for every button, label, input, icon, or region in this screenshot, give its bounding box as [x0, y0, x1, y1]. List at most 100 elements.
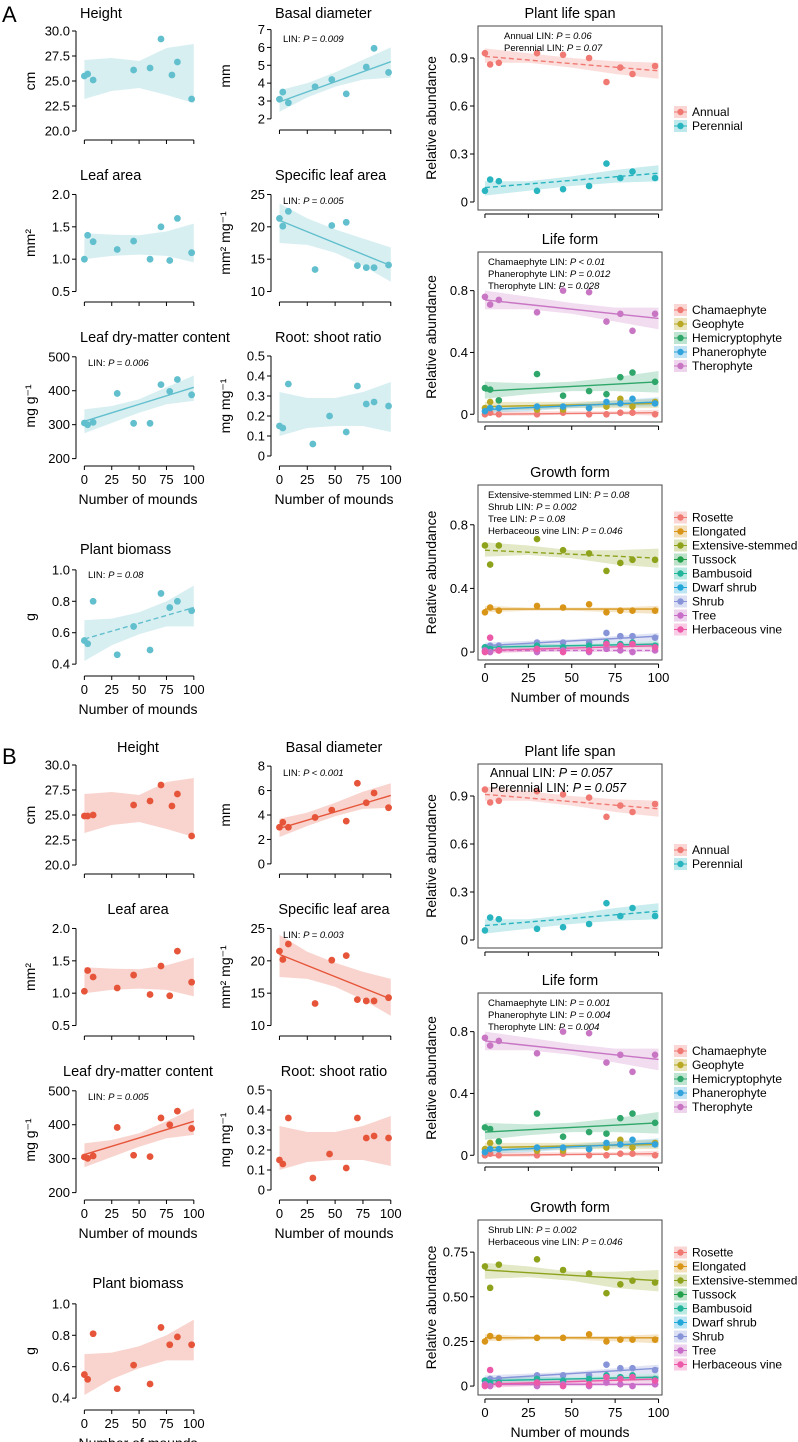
y-axis-label: mm² mg⁻¹	[217, 211, 233, 275]
x-tick-label: 100	[380, 472, 402, 487]
data-point	[84, 1375, 92, 1383]
y-tick-label: 400	[48, 383, 70, 398]
legend-label: Dwarf shrub	[692, 1316, 757, 1330]
fit-line	[484, 549, 659, 559]
confidence-band	[484, 903, 659, 934]
data-point	[603, 645, 610, 653]
chart-title: Root: shoot ratio	[275, 330, 381, 346]
stat-annotation: LIN: P = 0.005	[283, 196, 344, 207]
confidence-band	[84, 1319, 194, 1395]
stat-annotation: Phanerophyte LIN: P = 0.012	[488, 269, 611, 280]
data-point	[559, 185, 567, 193]
data-point	[173, 376, 181, 383]
data-point	[651, 410, 659, 418]
y-axis-label: g	[22, 613, 38, 621]
data-point	[146, 255, 154, 263]
data-point	[603, 403, 610, 410]
data-point	[157, 35, 165, 43]
legend-label: Annual	[692, 105, 729, 119]
annotation-label: Chamaephyte LIN:	[488, 257, 570, 268]
chart-B-sla: 10 15 20 25 mm² mg⁻¹ Specific leaf area LIN: P…	[217, 902, 392, 1040]
data-point	[89, 811, 97, 819]
data-point	[370, 1132, 378, 1140]
data-point	[188, 607, 196, 615]
data-point	[486, 1125, 494, 1133]
data-point	[617, 642, 624, 649]
data-point	[486, 1382, 494, 1390]
data-point	[486, 1145, 494, 1153]
y-tick-label: 20	[251, 953, 265, 968]
chart-title: Height	[117, 740, 159, 756]
data-point	[276, 823, 283, 831]
data-point	[559, 791, 567, 798]
y-tick-label: 6	[258, 40, 265, 55]
x-tick-label: 50	[565, 1405, 579, 1420]
data-point	[629, 556, 636, 564]
data-point	[617, 802, 624, 809]
data-point	[495, 1037, 503, 1045]
plot-frame	[477, 484, 663, 661]
data-point	[370, 44, 378, 52]
y-axis-label: mg g⁻¹	[22, 1118, 38, 1162]
y-tick-label: 0	[461, 933, 468, 948]
legend-point	[677, 1263, 684, 1270]
data-point	[173, 58, 181, 66]
data-point	[617, 559, 624, 567]
legend-point	[677, 1047, 684, 1055]
data-point	[651, 1051, 659, 1059]
data-point	[603, 1130, 610, 1137]
data-point	[603, 567, 610, 575]
chart-title: Basal diameter	[275, 6, 372, 22]
data-point	[284, 1114, 292, 1122]
data-point	[311, 1000, 319, 1007]
y-axis-label: mg g⁻¹	[22, 384, 38, 428]
data-point	[146, 991, 154, 998]
legend-point	[677, 542, 684, 549]
data-point	[533, 49, 541, 57]
data-point	[188, 391, 196, 399]
y-tick-label: 0.4	[247, 369, 265, 384]
annotation-stat: P = 0.001	[570, 998, 611, 1009]
data-point	[157, 1324, 165, 1331]
data-point	[559, 546, 567, 554]
data-point	[481, 1263, 489, 1270]
annotation-label: Tree LIN:	[488, 514, 530, 525]
annotation-label: Phanerophyte LIN:	[488, 269, 570, 280]
data-point	[533, 1049, 541, 1057]
x-tick-label: 25	[521, 670, 535, 685]
data-point	[651, 400, 659, 407]
y-tick-label: 2.0	[52, 187, 70, 202]
y-axis-label: mm	[217, 803, 233, 826]
stat-annotation: Tree LIN: P = 0.08	[488, 514, 566, 525]
data-point	[585, 1375, 593, 1383]
data-point	[629, 1382, 636, 1390]
data-point	[559, 648, 567, 656]
data-point	[385, 994, 392, 1002]
y-tick-label: 25.0	[45, 74, 70, 89]
data-point	[629, 1336, 636, 1343]
data-point	[486, 561, 494, 568]
chart-B-ldmc: 200 300 400 500 mg g⁻¹ 0 25 50 75 100 Number of mo…	[22, 1064, 213, 1241]
y-axis-label: Relative abundance	[423, 510, 439, 634]
data-point	[284, 380, 292, 388]
data-point	[486, 386, 494, 393]
annotation-stat: P = 0.07	[567, 43, 603, 54]
data-point	[362, 997, 370, 1005]
data-point	[617, 1336, 624, 1343]
stat-annotation: Chamaephyte LIN: P = 0.001	[488, 998, 610, 1009]
data-point	[651, 310, 659, 318]
plot-frame	[477, 251, 663, 423]
annotation-stat: P = 0.005	[303, 196, 344, 207]
legend-point	[677, 570, 684, 577]
data-point	[629, 640, 636, 648]
x-tick-label: 25	[300, 472, 314, 487]
data-point	[629, 1364, 636, 1372]
data-point	[89, 238, 97, 246]
x-tick-label: 75	[356, 472, 370, 487]
legend-point	[677, 306, 684, 314]
data-point	[585, 404, 593, 412]
legend-label: Chamaephyte	[692, 303, 767, 317]
data-point	[481, 1338, 489, 1345]
data-point	[603, 640, 610, 648]
data-point	[362, 1134, 370, 1142]
